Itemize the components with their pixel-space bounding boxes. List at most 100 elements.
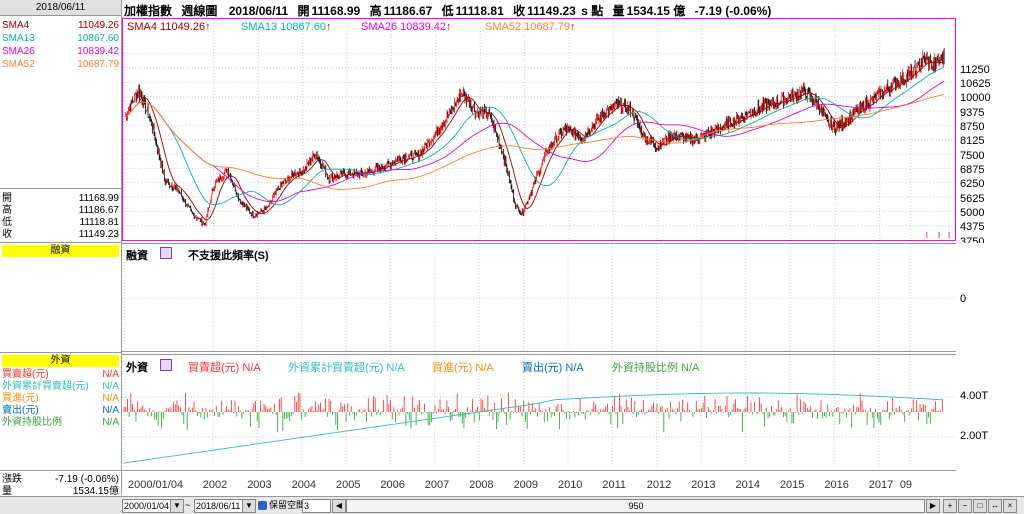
- margin-grid: [122, 244, 956, 351]
- price-y-axis: 11250 10625 10000 9375 8750 8125 7500 6875 6250 5…: [956, 18, 1024, 248]
- ohlc-value: 11168.99: [78, 193, 119, 204]
- foreign-settings-icon[interactable]: [160, 359, 172, 374]
- volume-value: 1534.15 億: [626, 4, 686, 18]
- low-label: 低: [441, 4, 454, 18]
- foreign-label: 買賣超(元): [2, 369, 49, 380]
- y-tick-label: 10625: [960, 77, 991, 90]
- scroll-right-button[interactable]: ▶: [926, 499, 940, 513]
- sma-row-52: SMA52 10687.79: [2, 59, 119, 71]
- end-date-field[interactable]: 2018/06/11: [194, 499, 243, 513]
- foreign-legend-buysell: 買賣超(元) N/A: [188, 362, 261, 374]
- ohlc-row-open: 開 11168.99: [2, 193, 119, 205]
- foreign-label: 外資累計買賣超(元): [2, 381, 89, 392]
- foreign-title: 外資: [126, 362, 148, 374]
- reserve-icon: [258, 499, 267, 512]
- legend-value: 10839.42: [400, 21, 447, 33]
- divider: [0, 242, 121, 243]
- close-button[interactable]: ×: [1003, 499, 1017, 513]
- fit-button[interactable]: □: [973, 499, 987, 513]
- x-tick-label: 2014: [735, 479, 761, 491]
- foreign-chart: [122, 355, 956, 469]
- x-tick-label: 2004: [291, 479, 317, 491]
- volume-marker: [938, 232, 940, 238]
- expand-button[interactable]: ↔: [988, 499, 1002, 513]
- margin-title-bar[interactable]: 融資: [2, 245, 119, 257]
- x-tick-label: 2011: [602, 479, 627, 491]
- y-tick-label: 11250: [960, 63, 990, 76]
- sma-row-26: SMA26 10839.42: [2, 46, 119, 58]
- x-tick-label: 2005: [335, 479, 361, 491]
- unit-label: s 點: [581, 4, 604, 18]
- open-value: 11168.99: [311, 4, 361, 18]
- legend-label: SMA4: [127, 21, 157, 33]
- reserve-input[interactable]: 3: [302, 499, 331, 513]
- sma-row-4: SMA4 11049.26: [2, 20, 119, 32]
- ohlc-label: 高: [2, 205, 12, 216]
- up-arrow-icon: ↑: [570, 21, 576, 33]
- sma-line: [124, 80, 945, 203]
- ohlc-row-high: 高 11186.67: [2, 205, 119, 217]
- volume-row: 量 1534.15億: [2, 486, 119, 498]
- sma-name: SMA26: [2, 46, 35, 57]
- margin-pane[interactable]: 融資 不支援此頻率(S): [122, 243, 956, 352]
- x-tick-label: 2003: [247, 479, 272, 491]
- chart-header: 加權指數 週線圖 2018/06/11 開 11168.99 高 11186.67 …: [124, 2, 777, 18]
- sma-line: [124, 66, 945, 206]
- price-pane[interactable]: SMA4 11049.26↑ SMA13 10867.60↑ SMA26 108…: [122, 18, 956, 241]
- up-arrow-icon: ↑: [326, 21, 332, 33]
- range-tilde: ~: [185, 500, 191, 510]
- legend-value: 10687.79: [524, 21, 571, 33]
- divider: [0, 470, 121, 471]
- foreign-row: 外資持股比例 N/A: [2, 417, 119, 429]
- panel-date: 2018/06/11: [0, 0, 121, 16]
- foreign-label: 外資持股比例: [2, 417, 62, 428]
- zoom-in-button[interactable]: +: [943, 499, 957, 513]
- foreign-legend-sell: 賣出(元) N/A: [522, 362, 584, 374]
- x-tick-label: 2016: [824, 479, 849, 491]
- margin-settings-icon[interactable]: [160, 247, 172, 262]
- foreign-cumulative-line: [123, 392, 944, 464]
- volume-marker: [948, 232, 950, 238]
- change-value: -7.19 (-0.06%): [55, 474, 119, 485]
- header-date: 2018/06/11: [228, 4, 289, 18]
- foreign-label: 賣出(元): [2, 405, 39, 416]
- foreign-label: 買進(元): [2, 393, 39, 404]
- start-date-dropdown[interactable]: ▼: [170, 499, 184, 513]
- up-arrow-icon: ↑: [446, 21, 452, 33]
- scroll-left-button[interactable]: ◀: [332, 499, 346, 513]
- ohlc-value: 11118.81: [79, 217, 119, 228]
- zoom-out-button[interactable]: −: [958, 499, 972, 513]
- timeline-scrollbar[interactable]: 950: [346, 499, 925, 513]
- x-tick-label: 2006: [380, 479, 405, 491]
- axis-zero: 0: [960, 293, 967, 305]
- change-row: 漲跌 -7.19 (-0.06%): [2, 474, 119, 486]
- ohlc-row-low: 低 11118.81: [2, 217, 119, 229]
- legend-label: SMA26: [361, 21, 398, 33]
- sma-line: [124, 60, 945, 221]
- x-tick-label: 2009: [513, 479, 539, 491]
- chevron-down-icon: ▼: [173, 501, 181, 510]
- legend-label: SMA52: [485, 21, 522, 33]
- foreign-legend-cumulative: 外資累計買賣超(元) N/A: [288, 362, 405, 374]
- foreign-title-bar[interactable]: 外資: [2, 355, 119, 367]
- price-chart[interactable]: [123, 19, 955, 240]
- x-tick-label: 2017: [868, 479, 894, 491]
- sma-value: 10687.79: [77, 59, 119, 70]
- margin-y-axis: 0: [956, 243, 1024, 352]
- bottom-toolbar: 2000/01/04 ▼ ~ 2018/06/11 ▼ 保留空間 3 ◀ 950…: [0, 496, 1024, 514]
- foreign-pane[interactable]: 外資 買賣超(元) N/A 外資累計買賣超(元) N/A 買進(元) N/A 賣…: [122, 354, 956, 470]
- foreign-value: N/A: [102, 393, 119, 404]
- sma-value: 10867.60: [77, 33, 119, 44]
- y-tick-label: 9375: [960, 106, 985, 119]
- foreign-row: 買賣超(元) N/A: [2, 369, 119, 381]
- y-tick-label: 7500: [960, 149, 985, 162]
- end-date-dropdown[interactable]: ▼: [242, 499, 256, 513]
- margin-grid-svg: [122, 244, 956, 351]
- volume-label: 量: [2, 486, 12, 497]
- legend-value: 11049.26: [160, 21, 206, 33]
- foreign-legend-buy: 買進(元) N/A: [432, 362, 494, 374]
- start-date-field[interactable]: 2000/01/04: [122, 499, 171, 513]
- expand-icon: ↔: [991, 501, 999, 510]
- arrow-left-icon: ◀: [335, 501, 343, 510]
- change-value: -7.19 (-0.06%): [694, 4, 772, 18]
